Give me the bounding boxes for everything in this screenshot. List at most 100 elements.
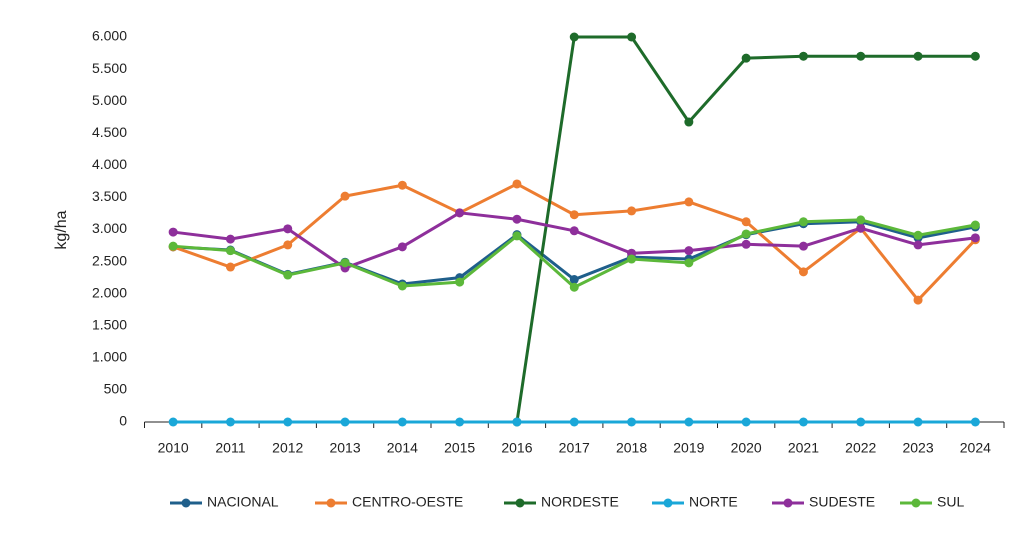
x-tick-label: 2012 <box>272 440 303 456</box>
legend-marker <box>181 498 191 508</box>
data-point <box>913 51 923 61</box>
legend-marker <box>783 498 793 508</box>
y-tick-label: 3.500 <box>92 188 127 204</box>
data-point <box>455 277 465 287</box>
data-point <box>798 417 808 427</box>
data-point <box>455 417 465 427</box>
legend-marker <box>663 498 673 508</box>
data-point <box>340 191 350 201</box>
x-tick-label: 2013 <box>329 440 360 456</box>
data-point <box>856 417 866 427</box>
legend-label: NACIONAL <box>207 494 279 510</box>
data-point <box>397 180 407 190</box>
data-point <box>684 117 694 127</box>
data-point <box>970 417 980 427</box>
y-tick-label: 0 <box>119 413 127 429</box>
y-tick-label: 1.000 <box>92 349 127 365</box>
y-tick-label: 2.500 <box>92 252 127 268</box>
data-point <box>627 32 637 42</box>
y-tick-label: 5.000 <box>92 92 127 108</box>
legend-marker <box>515 498 525 508</box>
data-point <box>627 254 637 264</box>
data-point <box>512 214 522 224</box>
x-tick-label: 2014 <box>387 440 418 456</box>
data-point <box>512 179 522 189</box>
data-point <box>741 217 751 227</box>
data-point <box>225 234 235 244</box>
legend-marker <box>911 498 921 508</box>
data-point <box>798 51 808 61</box>
data-point <box>798 241 808 251</box>
data-point <box>283 224 293 234</box>
data-point <box>225 246 235 256</box>
x-tick-label: 2023 <box>902 440 933 456</box>
data-point <box>512 231 522 241</box>
data-point <box>283 270 293 280</box>
data-point <box>913 230 923 240</box>
data-point <box>970 51 980 61</box>
data-point <box>627 417 637 427</box>
y-tick-label: 2.000 <box>92 284 127 300</box>
data-point <box>684 417 694 427</box>
data-point <box>569 32 579 42</box>
data-point <box>627 206 637 216</box>
y-tick-label: 3.000 <box>92 220 127 236</box>
data-point <box>340 258 350 268</box>
data-point <box>168 241 178 251</box>
legend-label: CENTRO-OESTE <box>352 494 463 510</box>
data-point <box>913 295 923 305</box>
data-point <box>569 210 579 220</box>
data-point <box>168 417 178 427</box>
data-point <box>856 51 866 61</box>
x-tick-label: 2017 <box>559 440 590 456</box>
x-tick-label: 2021 <box>788 440 819 456</box>
data-point <box>397 281 407 291</box>
legend-label: SUL <box>937 494 964 510</box>
data-point <box>225 262 235 272</box>
data-point <box>283 240 293 250</box>
y-tick-label: 1.500 <box>92 316 127 332</box>
data-point <box>512 417 522 427</box>
data-point <box>340 417 350 427</box>
data-point <box>913 240 923 250</box>
data-point <box>168 227 178 237</box>
data-point <box>741 239 751 249</box>
y-tick-label: 500 <box>104 381 128 397</box>
y-axis-label: kg/ha <box>53 210 70 249</box>
x-tick-label: 2019 <box>673 440 704 456</box>
x-tick-label: 2020 <box>731 440 762 456</box>
data-point <box>569 282 579 292</box>
data-point <box>741 53 751 63</box>
data-point <box>455 208 465 218</box>
data-point <box>225 417 235 427</box>
legend-marker <box>326 498 336 508</box>
x-tick-label: 2018 <box>616 440 647 456</box>
data-point <box>741 229 751 239</box>
x-tick-label: 2024 <box>960 440 991 456</box>
data-point <box>569 275 579 285</box>
data-point <box>569 417 579 427</box>
data-point <box>283 417 293 427</box>
y-tick-label: 4.000 <box>92 156 127 172</box>
x-tick-label: 2010 <box>158 440 189 456</box>
data-point <box>684 258 694 268</box>
data-point <box>970 220 980 230</box>
legend-label: SUDESTE <box>809 494 875 510</box>
legend-label: NORTE <box>689 494 738 510</box>
x-tick-label: 2011 <box>215 440 245 456</box>
x-tick-label: 2015 <box>444 440 475 456</box>
x-tick-label: 2016 <box>501 440 532 456</box>
y-tick-label: 5.500 <box>92 60 127 76</box>
y-tick-label: 4.500 <box>92 124 127 140</box>
data-point <box>856 223 866 233</box>
data-point <box>684 197 694 207</box>
data-point <box>741 417 751 427</box>
data-point <box>913 417 923 427</box>
legend-label: NORDESTE <box>541 494 619 510</box>
data-point <box>569 226 579 236</box>
data-point <box>798 217 808 227</box>
data-point <box>684 246 694 256</box>
data-point <box>798 267 808 277</box>
data-point <box>856 215 866 225</box>
